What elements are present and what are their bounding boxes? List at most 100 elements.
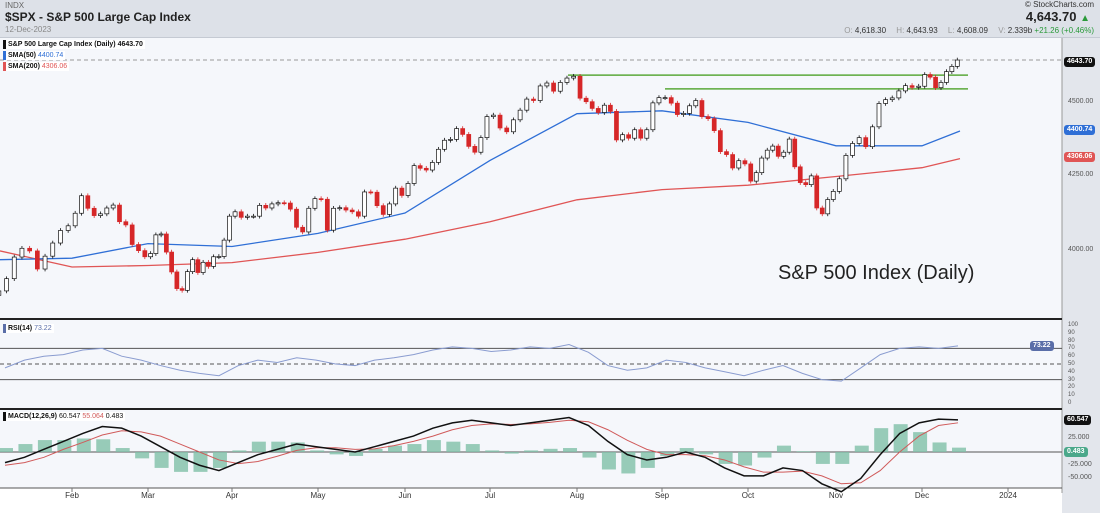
signal-line	[4, 419, 959, 485]
candle-body	[944, 71, 949, 83]
candle-body	[227, 215, 232, 241]
volume-label: V:	[998, 26, 1006, 35]
candle-body	[324, 198, 330, 231]
candle-body	[484, 116, 490, 138]
candle-body	[50, 242, 56, 257]
candle-body	[730, 154, 735, 169]
candle-body	[164, 233, 169, 253]
macd-histogram-bar	[446, 441, 461, 452]
x-tick-label: May	[310, 491, 326, 500]
candle-body	[399, 187, 405, 196]
candle-body	[889, 97, 895, 101]
macd-tick-label: 25.000	[1068, 434, 1090, 441]
candle-body	[863, 137, 869, 148]
candle-body	[436, 148, 441, 163]
rsi-tick-label: 70	[1068, 345, 1075, 352]
macd-histogram-bar	[407, 444, 422, 452]
candle-body	[417, 165, 423, 169]
candle-body	[263, 205, 269, 209]
candle-body	[466, 134, 472, 147]
last-price-tag: 4643.70	[1064, 57, 1096, 67]
candle-body	[644, 129, 650, 139]
candle-body	[318, 198, 324, 201]
candle-body	[843, 155, 849, 180]
candle-body	[158, 233, 164, 236]
candle-body	[42, 255, 48, 270]
macd-histogram-bar	[699, 452, 714, 455]
x-tick-label: Dec	[914, 491, 930, 500]
open-label: O:	[844, 26, 853, 35]
chart-date: 12-Dec-2023	[5, 25, 52, 34]
candle-body	[179, 288, 185, 291]
macd-histogram-bar	[18, 444, 33, 452]
sma200-line	[0, 157, 961, 268]
macd-histogram-bar	[952, 447, 966, 452]
chart-header: INDX $SPX - S&P 500 Large Cap Index 12-D…	[0, 0, 1100, 38]
candle-body	[85, 195, 91, 209]
chart-annotation: S&P 500 Index (Daily)	[778, 262, 975, 284]
sma50-tag: 4400.74	[1064, 125, 1096, 135]
candle-body	[34, 250, 40, 270]
last-price: 4,643.70 ▲	[1026, 9, 1090, 24]
candle-body	[190, 259, 195, 273]
candle-body	[681, 113, 686, 115]
rsi-value: 73.22	[34, 325, 52, 332]
macd-histogram-bar	[387, 445, 402, 452]
macd-histogram-bar	[0, 448, 13, 452]
candle-body	[211, 256, 216, 267]
x-tick-label: Jul	[484, 491, 496, 500]
candle-body	[251, 215, 256, 218]
macd-histogram-bar	[660, 452, 675, 456]
candle-body	[312, 198, 318, 209]
x-tick-label: Jun	[398, 491, 412, 500]
macd-histogram-bar	[504, 452, 519, 454]
candle-body	[608, 104, 613, 112]
sma200-tag: 4306.06	[1064, 152, 1096, 162]
y-tick-label: 4000.00	[1068, 246, 1094, 253]
macd-histogram-bar	[232, 450, 247, 452]
candle-body	[490, 114, 496, 117]
candle-body	[442, 139, 447, 150]
candle-body	[632, 129, 638, 139]
x-tick-label: Nov	[828, 491, 844, 500]
candle-body	[504, 127, 510, 133]
legend-macd: MACD(12,26,9) 60.547 55.064 0.483	[3, 412, 126, 421]
candle-body	[583, 97, 589, 103]
candle-body	[814, 175, 820, 209]
legend-sma50: SMA(50) 4400.74	[3, 51, 66, 60]
candle-body	[200, 261, 206, 273]
macd-line	[4, 416, 959, 493]
rsi-line	[4, 343, 959, 382]
candle-body	[770, 145, 776, 151]
candle-body	[411, 165, 417, 184]
candle-body	[883, 99, 888, 104]
macd-histogram-bar	[932, 442, 947, 452]
stockcharts-link[interactable]: © StockCharts.com	[1024, 0, 1094, 9]
sma50-name: SMA(50)	[8, 52, 37, 59]
candle-body	[257, 205, 262, 217]
x-tick-label: Mar	[141, 491, 155, 500]
volume-value: 2.339b	[1007, 26, 1033, 35]
candle-body	[711, 118, 717, 131]
macd-tick-label: -25.000	[1068, 461, 1092, 468]
candle-body	[753, 172, 759, 182]
candle-body	[472, 146, 478, 153]
candle-body	[803, 182, 809, 185]
candle-body	[117, 204, 122, 223]
macd-histogram-bar	[174, 452, 189, 472]
price-chart[interactable]	[0, 38, 1100, 513]
candle-body	[544, 82, 550, 87]
candle-body	[104, 207, 110, 215]
candle-body	[4, 278, 9, 292]
candle-body	[331, 207, 336, 231]
macd-histogram-bar	[465, 444, 480, 452]
candle-body	[206, 261, 211, 267]
low-label: L:	[947, 26, 955, 35]
candle-body	[531, 98, 536, 101]
rsi-tick-label: 30	[1068, 376, 1075, 383]
y-axis	[1062, 38, 1100, 513]
candle-body	[524, 98, 530, 111]
candle-body	[11, 256, 17, 280]
rsi-tick-label: 10	[1068, 392, 1075, 399]
candle-body	[916, 85, 922, 88]
